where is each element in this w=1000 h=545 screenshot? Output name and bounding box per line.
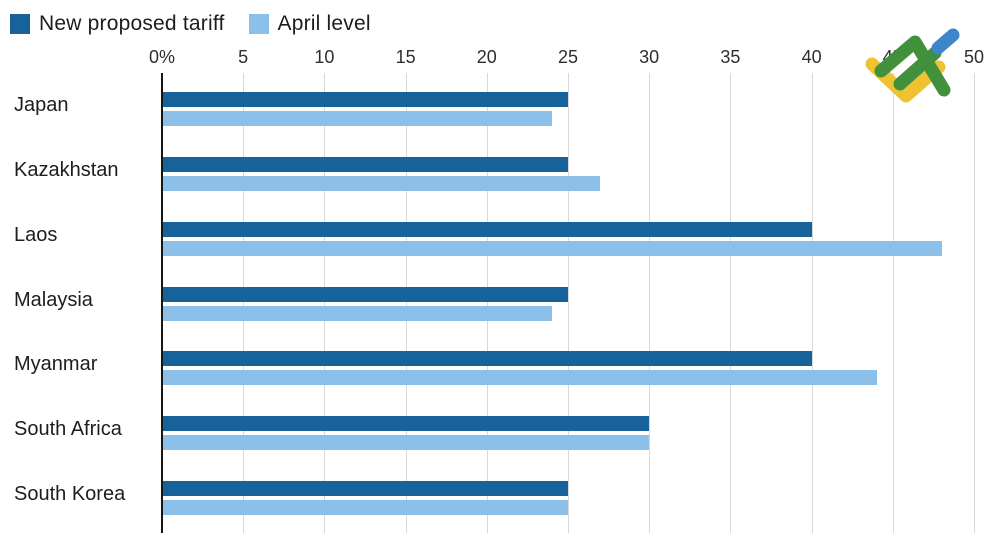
logo-green-zigzag-icon — [874, 35, 951, 97]
x-tick-label: 5 — [238, 47, 249, 67]
bar-new-proposed-tariff — [162, 221, 812, 237]
legend-item-april-level: April level — [248, 12, 371, 36]
bar-new-proposed-tariff — [162, 286, 568, 302]
litefinance-logo — [865, 28, 960, 103]
bar-new-proposed-tariff — [162, 481, 568, 497]
bar-april-level — [162, 111, 552, 126]
x-tick-label: 0% — [148, 47, 176, 67]
bar-april-level — [162, 240, 942, 256]
legend-swatch-april-level — [248, 14, 269, 34]
gridline — [324, 73, 326, 533]
category-label: Myanmar — [14, 353, 98, 376]
category-label: Laos — [14, 223, 58, 246]
x-tick-label: 30 — [639, 47, 660, 67]
bar-april-level — [162, 435, 650, 451]
gridline — [649, 73, 651, 533]
logo-green-cross-stroke-icon — [893, 46, 942, 91]
x-tick-label: 15 — [395, 47, 416, 67]
bar-april-level — [162, 370, 877, 386]
bar-new-proposed-tariff — [162, 92, 568, 107]
category-label: Malaysia — [14, 288, 93, 311]
bar-new-proposed-tariff — [162, 156, 568, 172]
x-tick-label: 35 — [720, 47, 741, 67]
gridline — [568, 73, 569, 533]
category-label: South Africa — [14, 418, 122, 441]
x-tick-label: 50 — [963, 47, 985, 67]
category-label: South Korea — [14, 483, 126, 506]
category-label: Japan — [14, 94, 69, 116]
category-label: Kazakhstan — [14, 158, 119, 181]
legend-label-april-level: April level — [277, 12, 371, 35]
bar-new-proposed-tariff — [162, 351, 812, 367]
gridline — [974, 73, 975, 533]
bar-new-proposed-tariff — [162, 416, 650, 432]
gridline — [405, 73, 407, 533]
x-tick-label: 10 — [314, 47, 335, 67]
gridline — [892, 73, 894, 533]
gridline — [730, 73, 732, 533]
gridline — [243, 73, 245, 533]
logo-blue-tip-icon — [931, 28, 960, 55]
gridline — [811, 73, 813, 533]
legend-label-new-proposed-tariff: New proposed tariff — [39, 12, 225, 35]
chart-legend: New proposed tariff April level — [10, 12, 371, 36]
bar-april-level — [162, 175, 601, 191]
gridline — [486, 73, 488, 533]
bar-april-level — [162, 305, 552, 321]
x-tick-label: 20 — [476, 47, 497, 67]
legend-swatch-new-proposed-tariff — [10, 14, 30, 34]
x-tick-label: 25 — [557, 47, 579, 67]
x-tick-label: 40 — [801, 47, 822, 67]
legend-item-new-proposed-tariff: New proposed tariff — [10, 12, 225, 36]
bar-april-level — [162, 500, 568, 516]
y-axis-line — [161, 73, 163, 533]
